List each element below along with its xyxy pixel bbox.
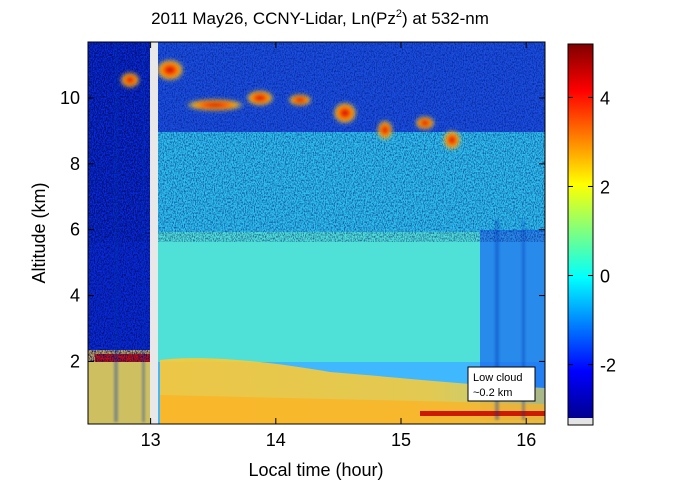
y-tick-label: 10	[60, 88, 80, 108]
y-tick-label: 2	[70, 351, 80, 371]
colorbar-ticks: -2 0 2 4	[568, 88, 616, 376]
y-axis-label: Altitude (km)	[29, 182, 49, 283]
data-gap	[150, 42, 158, 424]
annotation-line-2: ~0.2 km	[473, 387, 512, 399]
x-tick-label: 13	[141, 430, 161, 450]
annotation-line-1: Low cloud	[473, 372, 523, 384]
x-axis-label: Local time (hour)	[248, 460, 383, 480]
y-tick-label: 4	[70, 286, 80, 306]
chart-title: 2011 May26, CCNY-Lidar, Ln(Pz2) at 532-n…	[151, 8, 489, 28]
colorbar-tick-label: 0	[600, 267, 610, 287]
y-tick-label: 6	[70, 220, 80, 240]
y-axis-ticks: 2 4 6 8 10	[60, 88, 545, 371]
x-tick-label: 14	[266, 430, 286, 450]
plot-frame	[87, 41, 546, 425]
x-axis-ticks: 13 14 15 16	[141, 42, 536, 450]
x-tick-label: 15	[391, 430, 411, 450]
colorbar-tick-label: -2	[600, 356, 616, 376]
x-tick-label: 16	[516, 430, 536, 450]
colorbar-tick-label: 4	[600, 88, 610, 108]
lidar-heatmap	[88, 42, 545, 424]
low-cloud-annotation: Low cloud ~0.2 km	[467, 366, 536, 402]
y-tick-label: 8	[70, 154, 80, 174]
colorbar-tick-label: 2	[600, 177, 610, 197]
colorbar: -2 0 2 4	[567, 43, 616, 426]
